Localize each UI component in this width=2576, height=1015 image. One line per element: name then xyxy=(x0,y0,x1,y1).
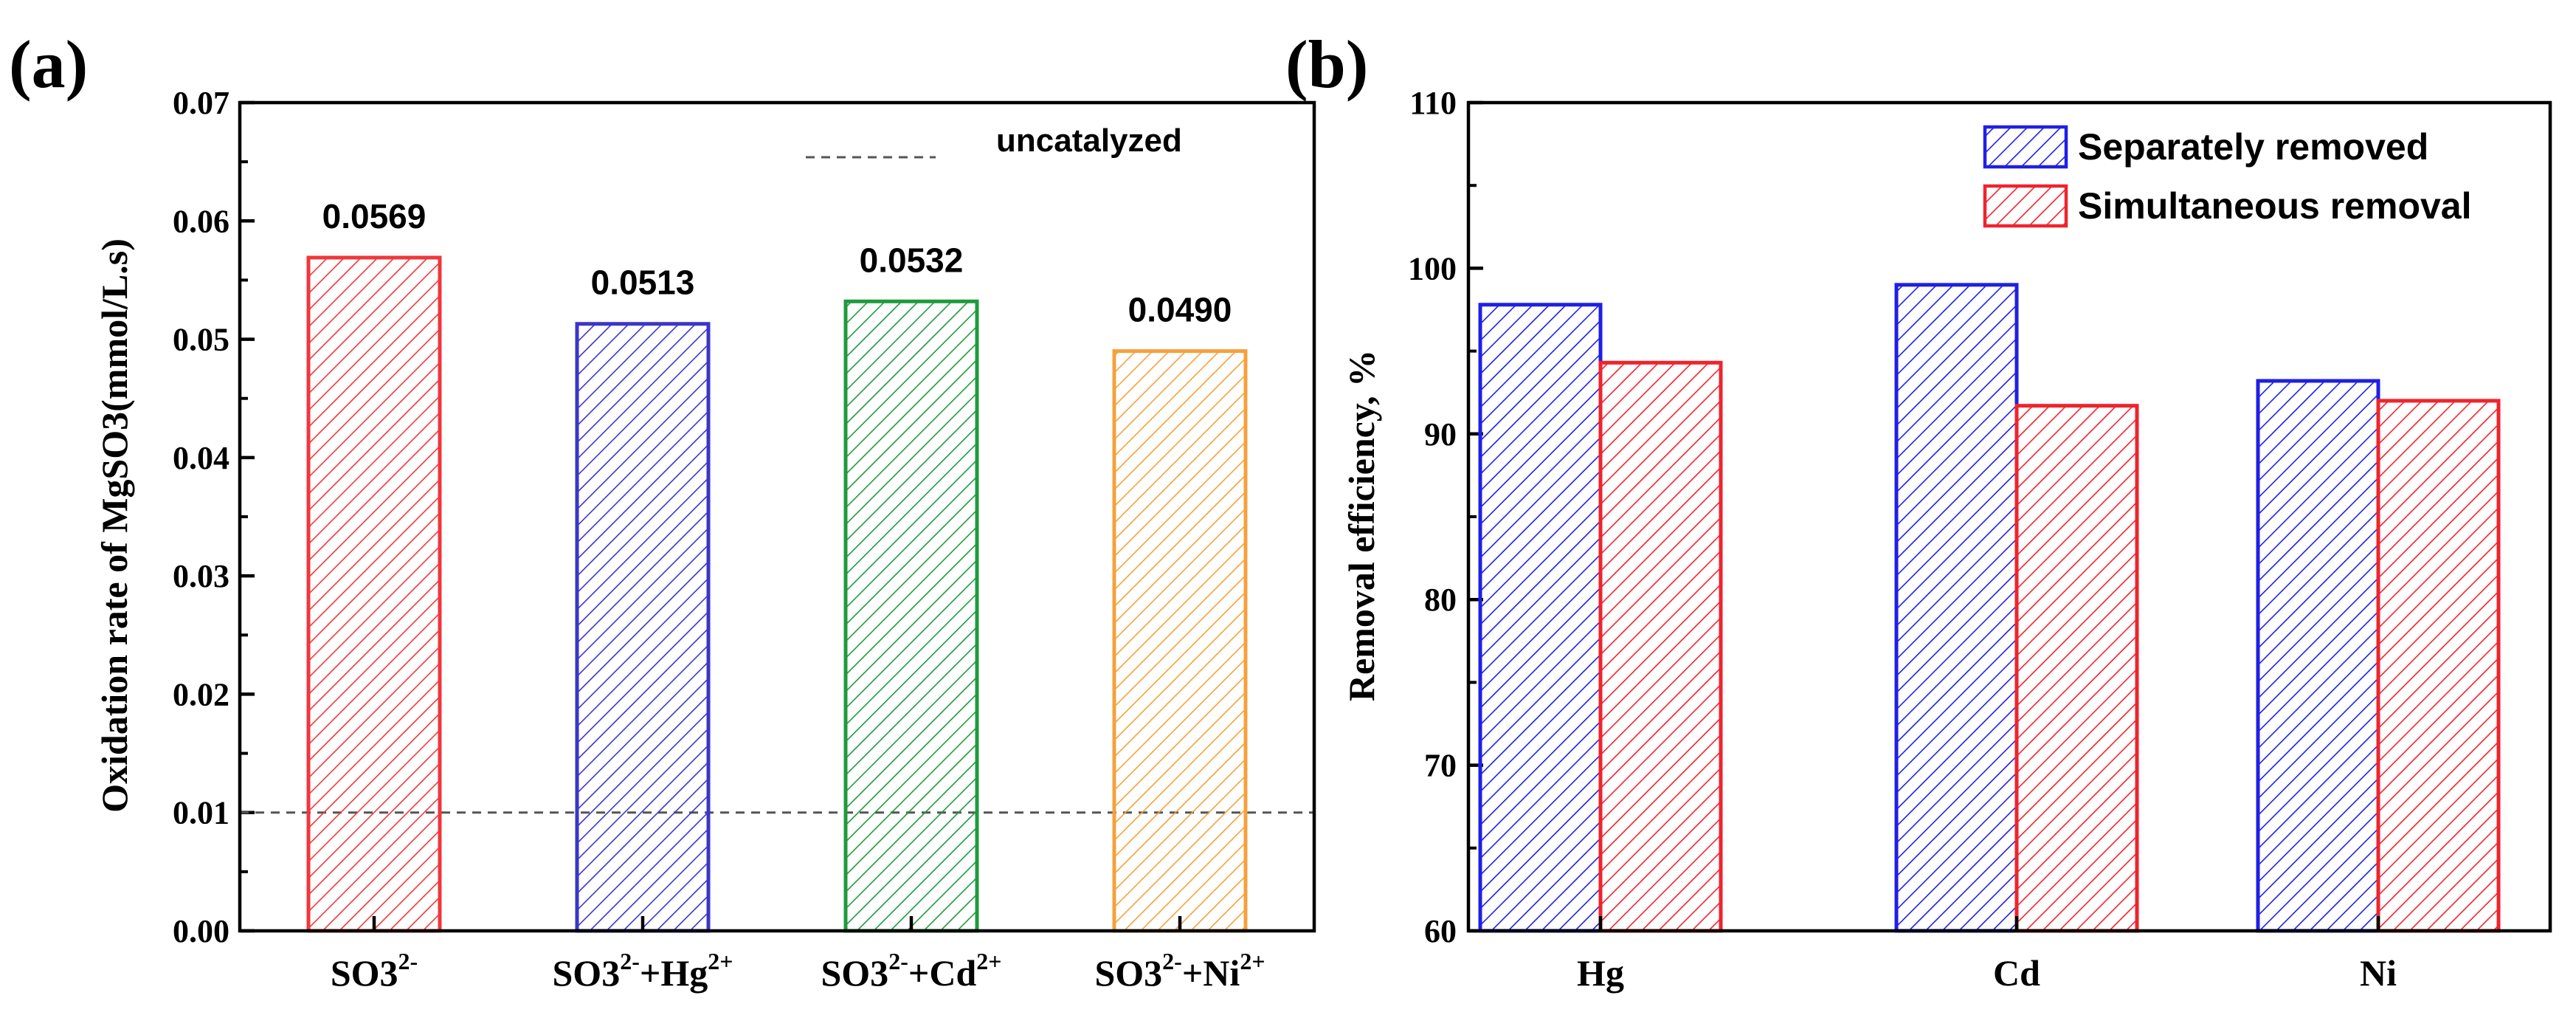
panel-a-x-tick-label: SO32-+Cd2+ xyxy=(821,948,1001,994)
panel-b-y-ticks: 60 70 80 90 100 110 xyxy=(1408,85,1483,949)
panel-b-legend-label: Separately removed xyxy=(2078,126,2428,168)
panel-b-y-tick-label: 100 xyxy=(1408,250,1457,286)
panel-b-y-tick-label: 90 xyxy=(1424,416,1457,453)
panel-b-bar xyxy=(2376,399,2501,933)
panel-a-y-tick-label: 0.07 xyxy=(173,85,229,121)
panel-a-plot-frame xyxy=(238,100,1316,933)
panel-a-bar-value-label: 0.0569 xyxy=(322,197,427,235)
panel-a-bar xyxy=(843,299,979,933)
panel-b: (b) Removal efficiency, % 60 70 80 90 100 110… xyxy=(1285,27,2552,994)
panel-a-x-tick-label: SO32-+Ni2+ xyxy=(1094,948,1265,994)
panel-b-y-axis-title: Removal efficiency, % xyxy=(1341,350,1382,701)
panel-a-bar-value-label: 0.0532 xyxy=(860,241,964,279)
panel-a-x-tick-label: SO32- xyxy=(331,948,418,994)
panel-b-label: (b) xyxy=(1285,27,1368,102)
panel-a-y-tick-label: 0.06 xyxy=(173,203,229,239)
panel-a-bar-value-label: 0.0513 xyxy=(591,264,695,302)
panel-a-bar-value-label: 0.0490 xyxy=(1128,291,1232,329)
panel-a-bar xyxy=(575,322,711,933)
panel-a: (a) Oxidation rate of MgSO3(mmol/L.s) 0.… xyxy=(9,27,1316,994)
panel-a-x-tick-labels: SO32- SO32-+Hg2+ SO32-+Cd2+ SO32-+Ni2+ xyxy=(331,916,1265,994)
panel-b-y-tick-label: 110 xyxy=(1409,85,1457,121)
panel-b-x-tick-labels: Hg Cd Ni xyxy=(1577,916,2397,994)
panel-b-y-tick-label: 80 xyxy=(1424,582,1457,618)
panel-a-y-tick-label: 0.05 xyxy=(173,322,229,358)
panel-a-y-tick-label: 0.01 xyxy=(173,795,229,831)
panel-b-legend-label: Simultaneous removal xyxy=(2078,185,2472,227)
panel-a-y-tick-label: 0.04 xyxy=(173,440,229,476)
panel-b-x-tick-label: Cd xyxy=(1993,952,2040,994)
panel-a-uncatalyzed-label: uncatalyzed xyxy=(996,123,1182,159)
panel-b-bar xyxy=(1598,360,1723,933)
panel-b-legend-swatch xyxy=(1983,125,2068,169)
panel-a-y-ticks: 0.00 0.01 0.02 0.03 0.04 0.05 0.06 0.07 xyxy=(173,85,255,949)
panel-a-bar xyxy=(306,255,442,933)
panel-b-legend: Separately removed Simultaneous removal xyxy=(1983,125,2472,228)
panel-b-legend-swatch xyxy=(1983,184,2068,228)
panel-a-bars xyxy=(306,255,1248,933)
panel-a-y-axis-title: Oxidation rate of MgSO3(mmol/L.s) xyxy=(94,238,135,813)
panel-b-bar xyxy=(2014,404,2139,933)
panel-b-bar xyxy=(2256,379,2380,933)
panel-b-x-tick-label: Ni xyxy=(2360,952,2397,994)
panel-b-bars xyxy=(1478,283,2501,933)
panel-b-x-tick-label: Hg xyxy=(1577,952,1624,994)
panel-a-x-tick-label: SO32-+Hg2+ xyxy=(553,948,733,994)
panel-b-plot-frame xyxy=(1466,100,2552,933)
panel-a-y-tick-label: 0.03 xyxy=(173,558,229,594)
panel-a-y-tick-label: 0.02 xyxy=(173,676,229,712)
panel-a-label: (a) xyxy=(9,27,88,102)
panel-a-data-labels: 0.0569 0.0513 0.0532 0.0490 xyxy=(322,197,1232,329)
panel-b-y-tick-label: 70 xyxy=(1424,748,1457,784)
panel-b-bar xyxy=(1478,303,1603,933)
panel-a-y-tick-label: 0.00 xyxy=(173,913,229,949)
panel-b-bar xyxy=(1894,283,2019,933)
panel-a-bar xyxy=(1112,349,1248,933)
panel-b-y-tick-label: 60 xyxy=(1424,913,1457,949)
